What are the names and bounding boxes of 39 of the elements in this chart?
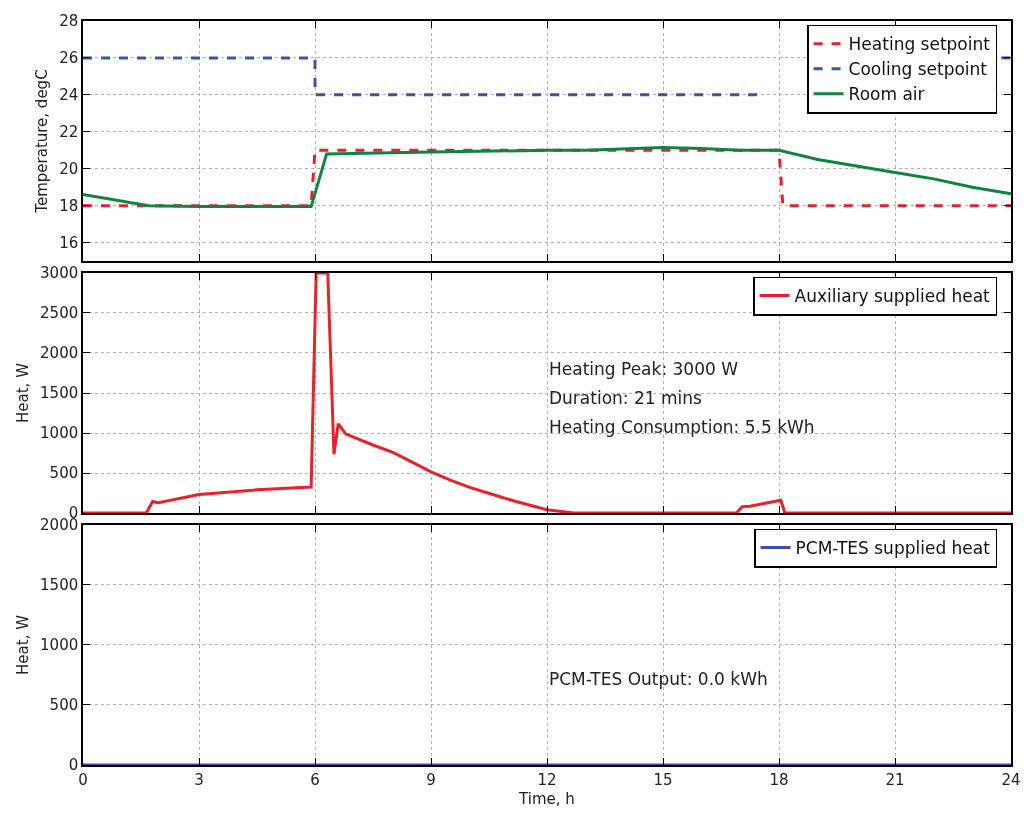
y-tick-label: 3000: [40, 264, 79, 283]
y-axis-title: Heat, W: [13, 362, 32, 423]
y-tick-label: 28: [59, 12, 79, 31]
y-axis-title: Heat, W: [13, 614, 32, 675]
legend-label: Room air: [848, 84, 925, 105]
legend-label: Cooling setpoint: [848, 59, 988, 80]
x-tick-label: 15: [653, 770, 673, 789]
y-tick-label: 500: [49, 464, 79, 483]
y-tick-label: 24: [59, 86, 79, 105]
annotation: Heating Peak: 3000 W: [549, 359, 739, 379]
x-tick-label: 12: [537, 770, 557, 789]
y-tick-label: 1500: [40, 384, 79, 403]
x-tick-label: 3: [194, 770, 204, 789]
annotation: Duration: 21 mins: [549, 388, 703, 408]
y-tick-label: 500: [49, 696, 79, 715]
y-tick-label: 1000: [40, 636, 79, 655]
y-tick-label: 22: [59, 123, 79, 142]
legend-label: Auxiliary supplied heat: [794, 286, 991, 307]
x-tick-label: 18: [769, 770, 789, 789]
annotation: Heating Consumption: 5.5 kWh: [549, 417, 815, 437]
y-tick-label: 1500: [40, 576, 79, 595]
y-tick-label: 2000: [40, 344, 79, 363]
legend-label: Heating setpoint: [848, 34, 991, 55]
x-tick-label: 6: [310, 770, 320, 789]
x-axis-title: Time, h: [518, 790, 575, 809]
annotation: PCM-TES Output: 0.0 kWh: [549, 669, 768, 689]
y-tick-label: 2500: [40, 304, 79, 323]
x-tick-label: 24: [1001, 770, 1021, 789]
x-tick-label: 21: [885, 770, 905, 789]
y-tick-label: 16: [59, 233, 79, 252]
y-axis-title: Temperature, degC: [32, 69, 51, 214]
y-tick-label: 20: [59, 159, 79, 178]
line-series: [83, 272, 1011, 514]
y-tick-label: 0: [68, 756, 79, 775]
y-tick-label: 26: [59, 49, 79, 68]
y-tick-label: 1000: [40, 424, 79, 443]
y-tick-label: 18: [59, 196, 79, 215]
x-tick-label: 9: [426, 770, 436, 789]
legend-label: PCM-TES supplied heat: [795, 538, 991, 559]
